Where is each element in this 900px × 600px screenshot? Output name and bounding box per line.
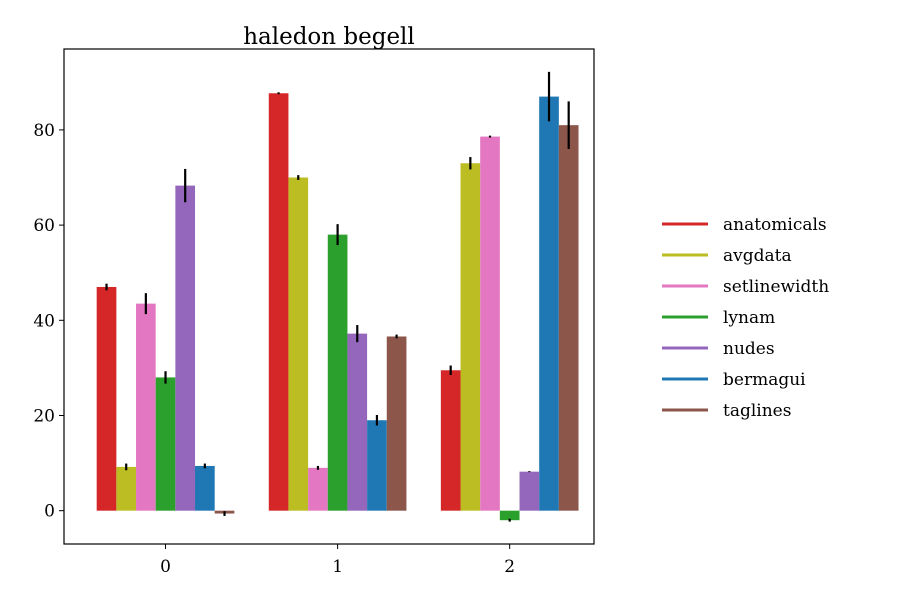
y-tick-label-60: 60: [33, 216, 55, 236]
y-tick-label-80: 80: [33, 121, 55, 141]
bar-lynam-2: [499, 510, 520, 521]
y-tick-label-20: 20: [33, 406, 55, 426]
bar-bermagui-2: [539, 96, 559, 511]
y-axis: 0 20 40 60 80: [33, 121, 64, 522]
bar-lynam-0: [155, 377, 176, 511]
bar-setlinewidth-0: [136, 303, 156, 511]
y-tick-label-40: 40: [33, 311, 55, 331]
errorbars-group: [105, 71, 570, 522]
bar-nudes-2: [519, 471, 540, 511]
bar-setlinewidth-2: [480, 136, 500, 511]
bar-taglines-1: [386, 336, 407, 511]
bar-taglines-2: [558, 125, 579, 511]
legend-label-lynam: lynam: [723, 308, 775, 328]
legend-label-nudes: nudes: [723, 339, 775, 359]
x-tick-label-0: 0: [160, 557, 171, 577]
legend-label-bermagui: bermagui: [723, 370, 806, 390]
y-tick-label-0: 0: [44, 502, 55, 522]
bar-avgdata-0: [116, 466, 137, 511]
x-tick-label-1: 1: [332, 557, 343, 577]
bar-bermagui-0: [195, 465, 215, 511]
bar-anatomicals-2: [440, 370, 461, 511]
chart-title: haledon begell: [243, 24, 415, 50]
bar-setlinewidth-1: [308, 467, 328, 511]
bar-anatomicals-0: [96, 286, 117, 511]
bar-lynam-1: [327, 234, 348, 511]
plot-frame: [63, 48, 595, 545]
bar-bermagui-1: [367, 420, 387, 511]
legend: anatomicals avgdata setlinewidth lynam nudes…: [662, 215, 829, 421]
legend-label-setlinewidth: setlinewidth: [723, 277, 829, 297]
legend-label-taglines: taglines: [723, 401, 791, 421]
bar-anatomicals-1: [268, 93, 289, 511]
bar-nudes-0: [175, 185, 196, 511]
bar-nudes-1: [347, 333, 368, 511]
legend-label-anatomicals: anatomicals: [723, 215, 827, 235]
bars-group: [96, 93, 579, 521]
x-tick-label-2: 2: [504, 557, 515, 577]
bar-avgdata-1: [288, 177, 309, 511]
legend-label-avgdata: avgdata: [723, 246, 792, 266]
x-axis: 0 1 2: [160, 544, 515, 577]
bar-avgdata-2: [460, 163, 481, 511]
